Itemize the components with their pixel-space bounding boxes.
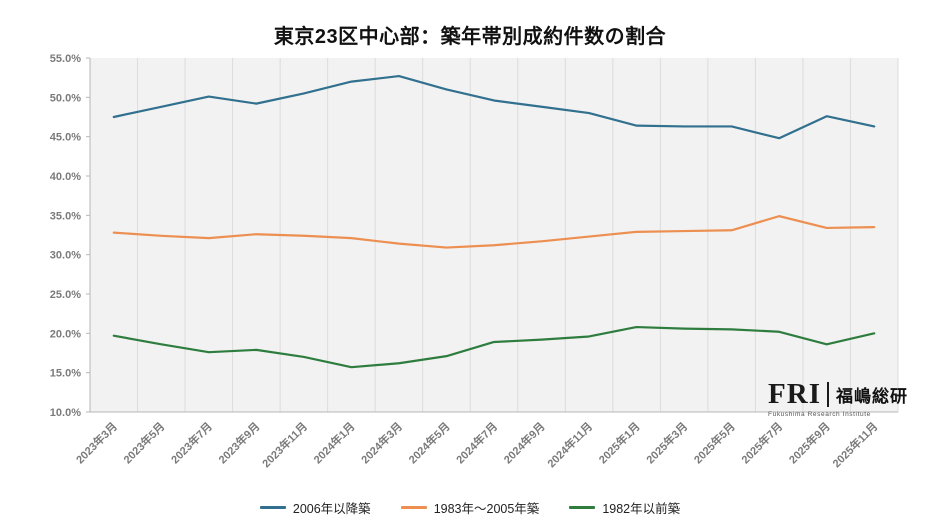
x-axis-label: 2025年9月: [786, 419, 833, 466]
legend-label-1982-earlier: 1982年以前築: [602, 502, 681, 516]
plot-area: [90, 58, 898, 412]
fri-logo-row: FRI 福嶋総研: [768, 380, 908, 409]
x-axis-label: 2025年11月: [829, 419, 880, 470]
y-axis-label: 45.0%: [50, 132, 81, 144]
x-axis-label: 2024年5月: [406, 419, 453, 466]
x-axis-label: 2023年7月: [168, 419, 215, 466]
legend-item-2006-later: 2006年以降築: [259, 498, 371, 517]
legend-label-1983-2005: 1983年〜2005年築: [433, 502, 540, 516]
y-axis-label: 25.0%: [50, 289, 81, 301]
legend-line-sample-green: [569, 506, 596, 509]
y-axis-label: 15.0%: [50, 368, 81, 380]
series-line: [112, 74, 876, 140]
x-axis-label: 2025年7月: [738, 419, 785, 466]
y-axis-label: 30.0%: [50, 250, 81, 262]
x-axis-label: 2023年3月: [73, 419, 120, 466]
legend-line-sample-orange: [400, 506, 427, 509]
legend-label-2006-later: 2006年以降築: [292, 502, 371, 516]
legend-line-sample-blue: [259, 506, 286, 509]
legend-item-1982-earlier: 1982年以前築: [569, 498, 680, 517]
x-axis-label: 2025年1月: [596, 419, 643, 466]
x-axis-label: 2025年3月: [643, 419, 690, 466]
series-line: [112, 325, 876, 369]
x-axis-label: 2023年11月: [259, 419, 310, 470]
x-axis-label: 2023年5月: [120, 419, 167, 466]
y-axis-label: 20.0%: [50, 328, 81, 340]
fri-logo: FRI 福嶋総研 Fukushima Research Institute: [768, 380, 908, 419]
x-axis-label: 2025年5月: [691, 419, 738, 466]
line-chart: 55.0% 50.0% 45.0% 40.0% 35.0% 30.0% 25.0% 20.0%…: [50, 53, 899, 470]
x-axis-label: 2024年11月: [544, 419, 595, 470]
x-axis-label: 2023年9月: [215, 419, 262, 466]
x-axis-label: 2024年1月: [310, 419, 357, 466]
logo-acronym: FRI: [768, 378, 821, 410]
chart-legend: 2006年以降築 1983年〜2005年築 1982年以前築: [0, 498, 940, 517]
logo-name-jp: 福嶋総研: [836, 387, 908, 406]
logo-name-en: Fukushima Research Institute: [768, 411, 871, 418]
x-axis-label: 2024年9月: [501, 419, 548, 466]
y-axis-label: 55.0%: [50, 53, 81, 65]
legend-item-1983-2005: 1983年〜2005年築: [400, 498, 540, 517]
chart-title: 東京23区中心部：築年帯別成約件数の割合: [273, 26, 667, 48]
y-axis-label: 40.0%: [50, 171, 81, 183]
y-axis-label: 35.0%: [50, 210, 81, 222]
y-axis-label: 50.0%: [50, 92, 81, 104]
x-axis-label: 2024年7月: [453, 419, 500, 466]
logo-divider: [827, 382, 829, 407]
series-line: [112, 215, 876, 249]
x-axis-label: 2024年3月: [358, 419, 405, 466]
y-axis-label: 10.0%: [50, 407, 81, 419]
